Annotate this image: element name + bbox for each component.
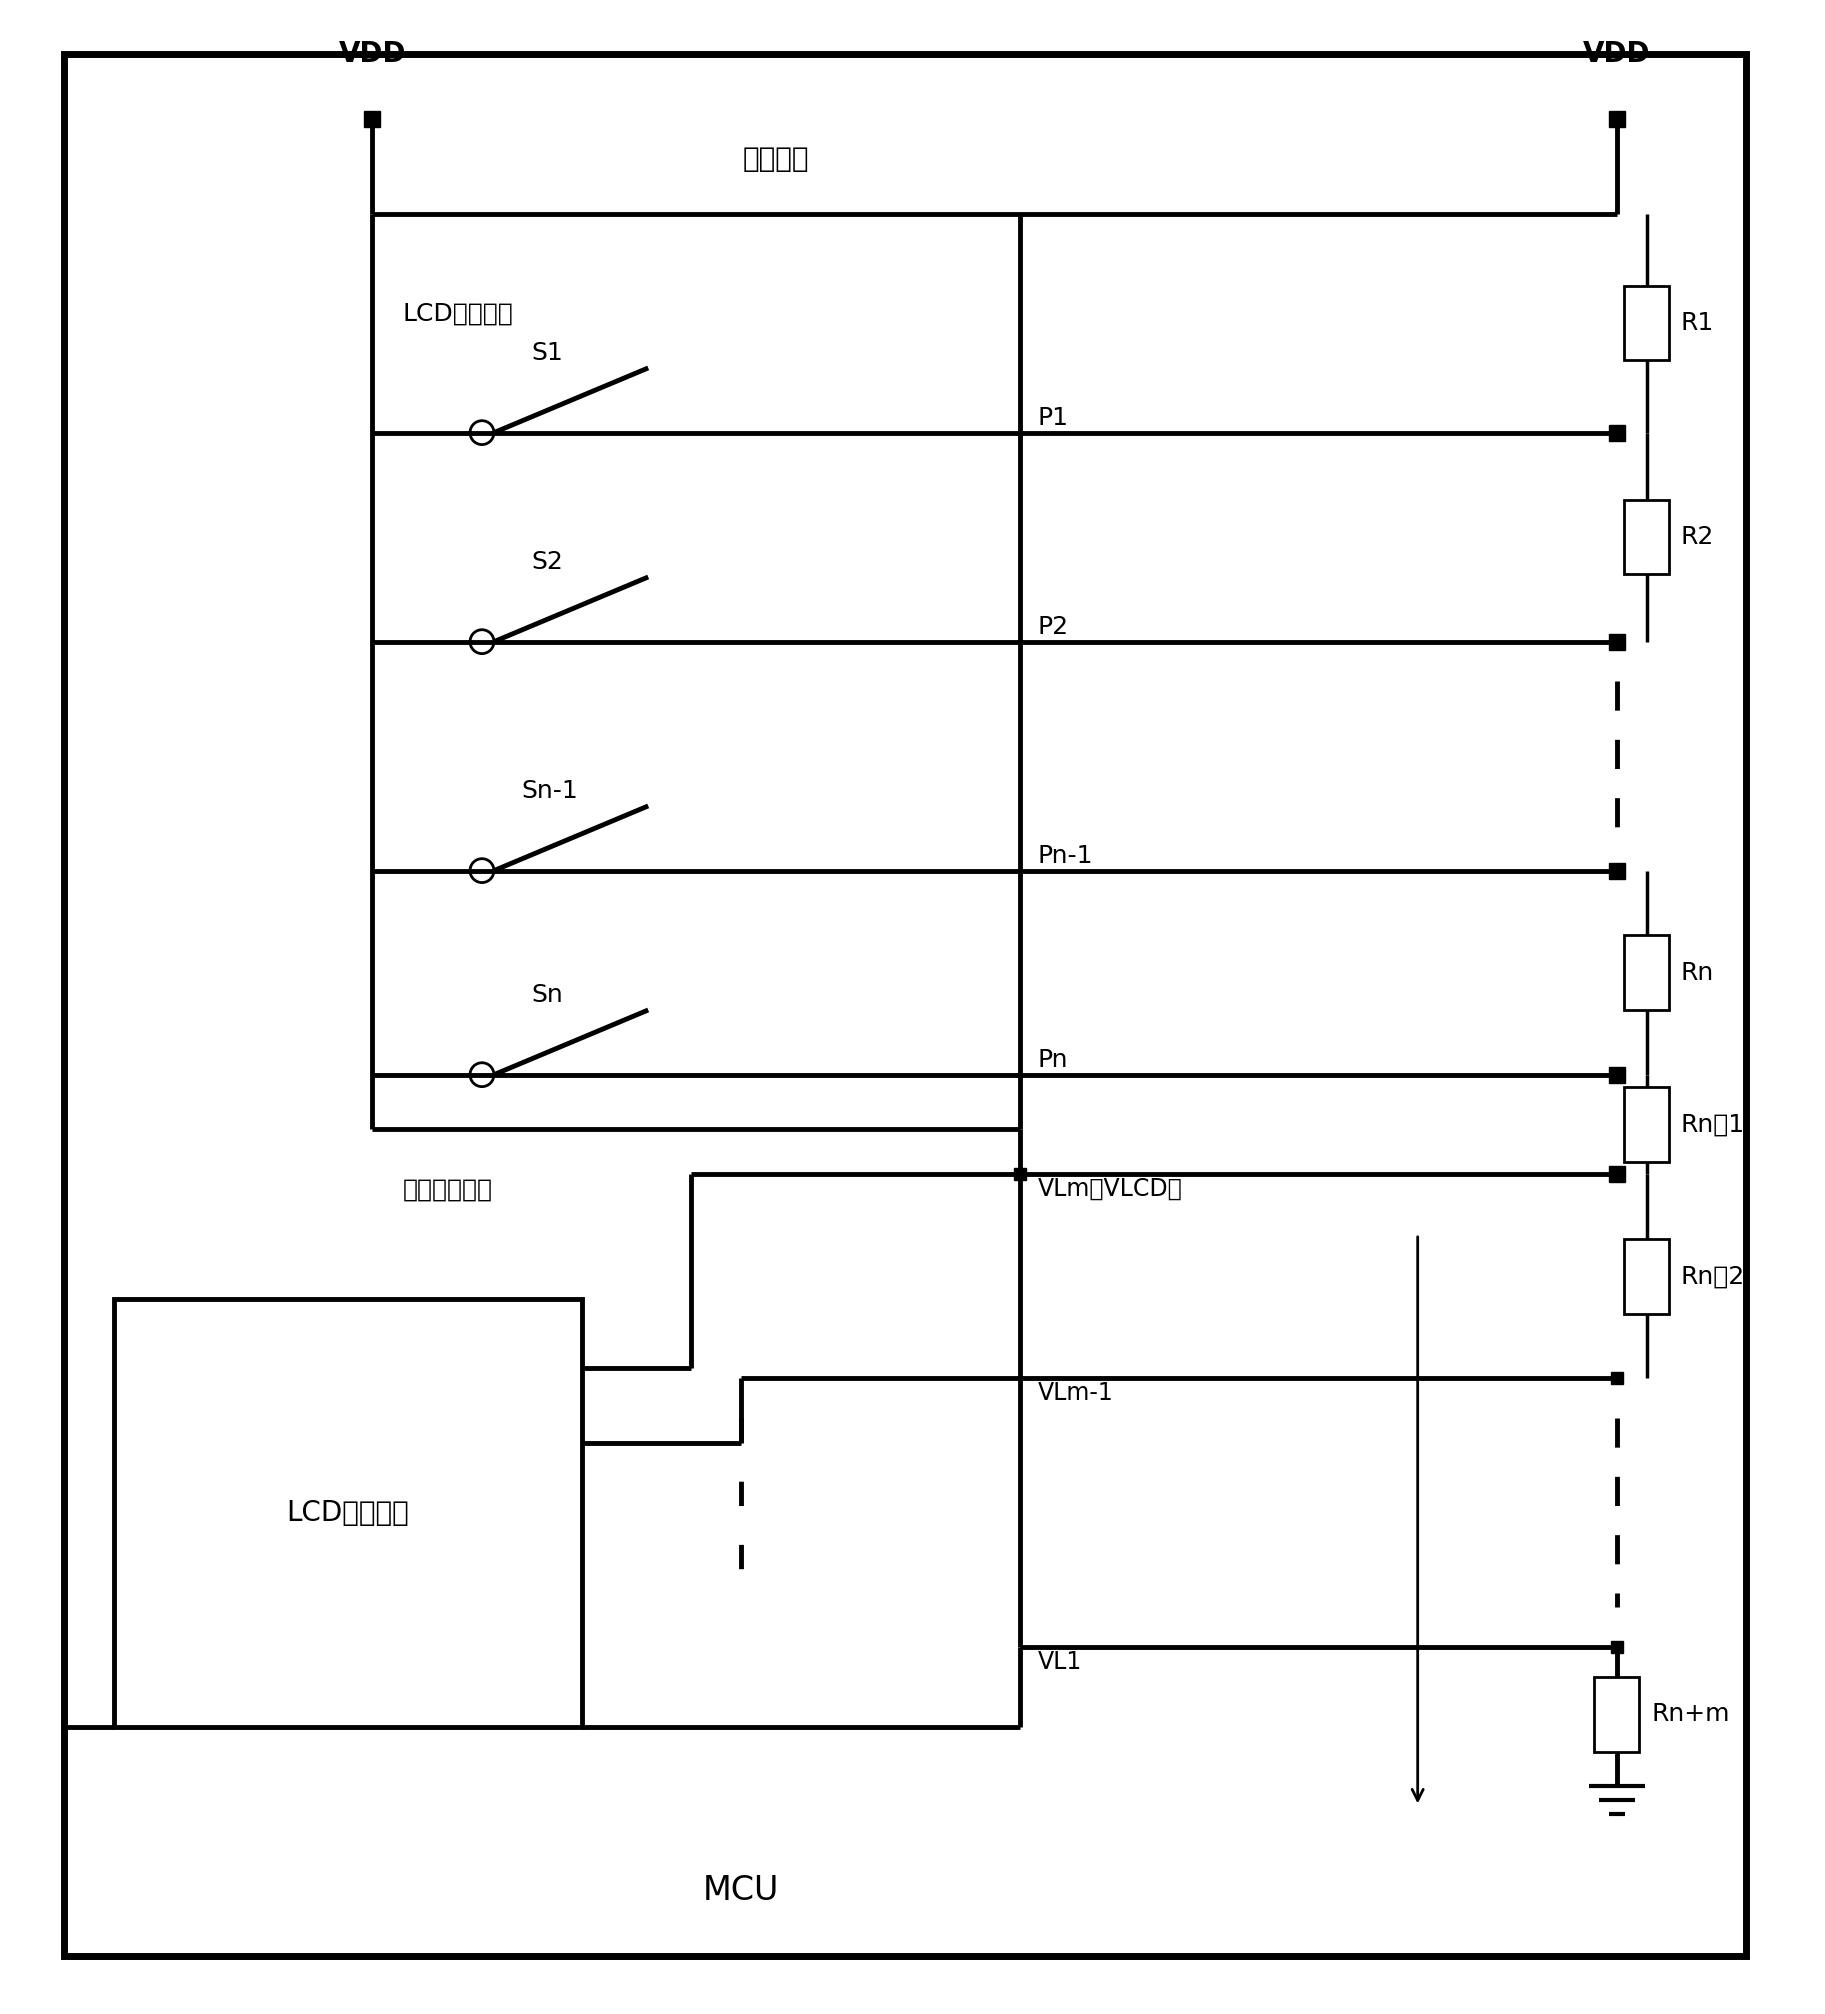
Text: LCD驱动电路: LCD驱动电路	[287, 1498, 409, 1527]
Bar	[1624, 934, 1670, 1009]
Text: 液晶驱动电压: 液晶驱动电压	[402, 1176, 493, 1200]
Bar	[1595, 1678, 1639, 1752]
Text: S2: S2	[531, 550, 564, 574]
Text: S1: S1	[531, 340, 564, 365]
Text: Sn: Sn	[531, 983, 564, 1007]
Text: Rn＋1: Rn＋1	[1681, 1112, 1745, 1136]
Text: LCD驱动电流: LCD驱动电流	[402, 302, 513, 324]
Bar	[1624, 1088, 1670, 1162]
Text: Rn: Rn	[1681, 961, 1714, 985]
Bar	[1624, 499, 1670, 574]
Text: Sn-1: Sn-1	[522, 779, 579, 804]
Text: 芯片电源: 芯片电源	[743, 145, 808, 173]
Text: VLm（VLCD）: VLm（VLCD）	[1037, 1176, 1183, 1200]
Text: P1: P1	[1037, 405, 1068, 429]
Text: VDD: VDD	[1582, 40, 1650, 68]
Text: VDD: VDD	[339, 40, 407, 68]
Text: VL1: VL1	[1037, 1649, 1082, 1674]
Bar	[1624, 286, 1670, 361]
Text: R2: R2	[1681, 526, 1714, 550]
Text: R1: R1	[1681, 310, 1714, 334]
Bar	[113, 1299, 582, 1726]
Text: Rn+m: Rn+m	[1652, 1702, 1730, 1726]
Text: VLm-1: VLm-1	[1037, 1382, 1113, 1406]
Text: Pn-1: Pn-1	[1037, 844, 1093, 868]
Bar	[1624, 1239, 1670, 1313]
Text: MCU: MCU	[703, 1875, 779, 1907]
Text: Pn: Pn	[1037, 1047, 1068, 1071]
Text: P2: P2	[1037, 614, 1069, 638]
Text: Rn＋2: Rn＋2	[1681, 1265, 1745, 1289]
